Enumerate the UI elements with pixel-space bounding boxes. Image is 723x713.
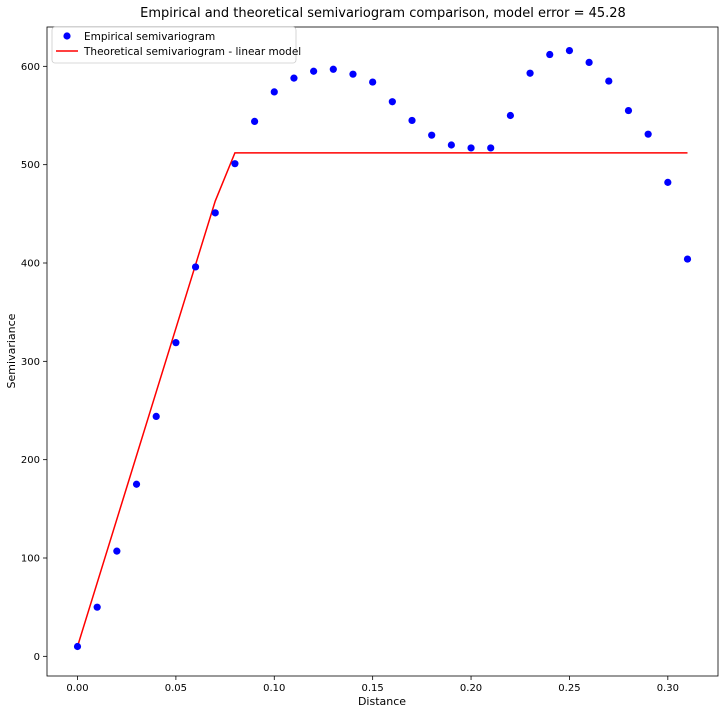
empirical-point: [349, 70, 357, 78]
empirical-point: [428, 131, 436, 139]
empirical-point: [93, 603, 101, 611]
y-tick-label: 500: [21, 160, 40, 171]
plot-area: [46, 26, 719, 677]
legend: Empirical semivariogram Theoretical semi…: [51, 26, 301, 64]
x-tick-label: 0.05: [165, 683, 187, 694]
theoretical-semivariogram-line: [76, 152, 688, 647]
empirical-point: [172, 339, 180, 347]
empirical-point: [290, 74, 298, 82]
empirical-point: [211, 209, 219, 217]
empirical-point: [132, 480, 141, 488]
x-tick-label: 0.00: [66, 683, 88, 694]
legend-marker-empirical: [63, 32, 71, 40]
x-tick-label: 0.25: [558, 683, 580, 694]
empirical-point: [191, 263, 200, 271]
y-tick-label: 200: [21, 455, 40, 466]
y-axis: 0 100 200 300 400 500 600: [21, 62, 47, 663]
legend-label-empirical: Empirical semivariogram: [84, 31, 215, 43]
empirical-point: [664, 178, 672, 186]
x-tick-label: 0.10: [263, 683, 285, 694]
y-tick-label: 400: [21, 259, 40, 270]
empirical-point: [585, 58, 593, 66]
y-tick-label: 300: [21, 357, 40, 368]
x-axis: 0.00 0.05 0.10 0.15 0.20 0.25 0.30: [66, 676, 679, 694]
empirical-point: [683, 255, 692, 263]
empirical-point: [624, 106, 633, 115]
x-tick-label: 0.15: [362, 683, 384, 694]
empirical-point: [447, 141, 455, 149]
y-tick-label: 100: [21, 554, 40, 565]
x-axis-label: Distance: [358, 695, 406, 708]
x-tick-label: 0.20: [460, 683, 482, 694]
empirical-point: [408, 116, 416, 125]
legend-label-theoretical: Theoretical semivariogram - linear model: [83, 46, 301, 58]
chart-title: Empirical and theoretical semivariogram …: [140, 6, 626, 21]
empirical-point: [388, 98, 396, 106]
empirical-point: [231, 160, 239, 168]
empirical-point: [546, 50, 554, 59]
empirical-point: [73, 642, 82, 651]
legend-box: [51, 26, 297, 64]
empirical-point: [251, 117, 259, 125]
empirical-point: [467, 144, 475, 152]
empirical-point: [113, 547, 121, 555]
y-tick-label: 0: [34, 652, 40, 663]
series-layer: [73, 47, 692, 651]
empirical-point: [605, 77, 613, 85]
empirical-point: [329, 65, 337, 73]
empirical-point: [487, 144, 495, 152]
empirical-point: [565, 47, 574, 55]
empirical-point: [644, 130, 652, 138]
empirical-point: [310, 67, 318, 75]
empirical-point: [152, 412, 160, 420]
y-tick-label: 600: [21, 62, 40, 73]
x-tick-label: 0.30: [657, 683, 679, 694]
empirical-point: [506, 111, 514, 120]
empirical-point: [526, 69, 534, 77]
empirical-point: [270, 88, 278, 96]
empirical-point: [369, 78, 377, 86]
y-axis-label: Semivariance: [5, 313, 18, 388]
